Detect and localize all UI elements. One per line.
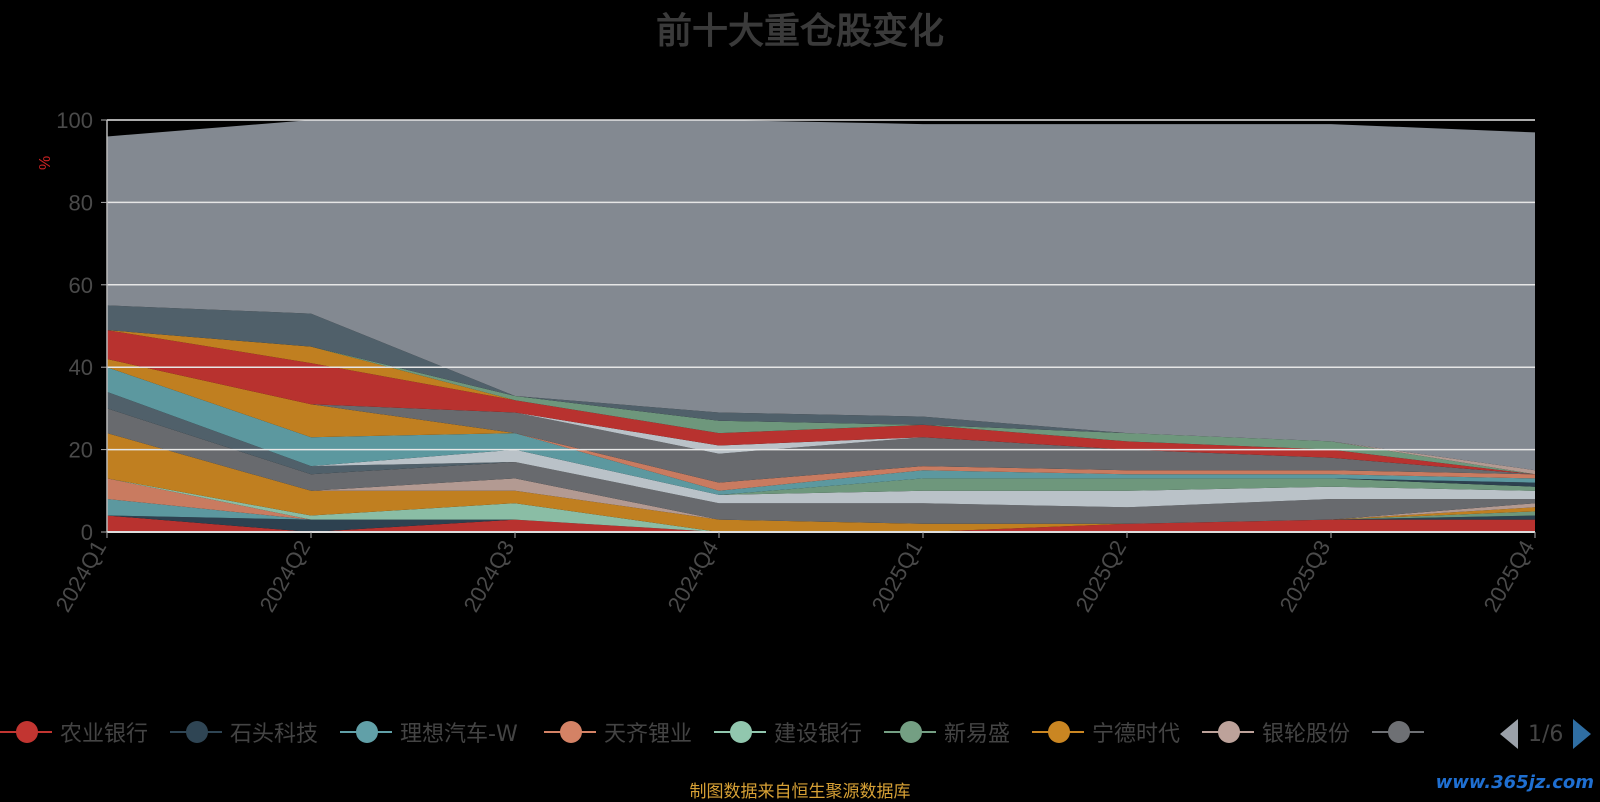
legend-marker xyxy=(714,720,766,744)
legend-item[interactable]: 农业银行 xyxy=(0,712,148,752)
y-tick-label: 100 xyxy=(56,108,93,133)
legend-marker xyxy=(1372,720,1424,744)
legend-marker xyxy=(0,720,52,744)
area-band-18 xyxy=(107,330,1535,475)
x-tick-label: 2025Q1 xyxy=(867,536,928,616)
legend: 农业银行 石头科技 理想汽车-W 天齐锂业 建设银行 新易盛 宁德时代 银轮股份 xyxy=(0,712,1600,752)
legend-item[interactable] xyxy=(1372,712,1432,752)
x-tick-label: 2025Q4 xyxy=(1479,536,1540,616)
area-band-1 xyxy=(107,515,1535,532)
legend-item[interactable]: 石头科技 xyxy=(170,712,318,752)
chart-area: 0 20 40 60 80 100 2024Q1 2024Q2 2024Q3 2024Q4 2025… xyxy=(37,108,1540,616)
y-tick-label: 0 xyxy=(81,520,93,545)
x-tick-label: 2024Q4 xyxy=(663,536,724,616)
legend-label: 银轮股份 xyxy=(1262,722,1351,747)
y-tick-label: 40 xyxy=(69,355,93,380)
legend-next-page-icon[interactable] xyxy=(1573,719,1592,749)
legend-item[interactable]: 新易盛 xyxy=(884,712,1010,752)
legend-item[interactable]: 宁德时代 xyxy=(1032,712,1180,752)
y-axis-label: % xyxy=(37,156,54,170)
legend-label: 新易盛 xyxy=(944,722,1011,747)
area-band-8 xyxy=(107,408,1535,524)
y-tick-label: 20 xyxy=(69,438,93,463)
area-band-11 xyxy=(107,391,1535,495)
x-tick-label: 2024Q2 xyxy=(255,536,316,616)
legend-label: 建设银行 xyxy=(774,722,863,747)
legend-label: 理想汽车-W xyxy=(400,722,518,747)
x-tick-label: 2024Q1 xyxy=(51,536,112,616)
legend-marker xyxy=(1032,720,1084,744)
area-band-7 xyxy=(107,433,1535,524)
area-band-15 xyxy=(107,359,1535,483)
area-band-22 xyxy=(107,305,1535,471)
legend-marker xyxy=(1202,720,1254,744)
area-band-0 xyxy=(107,515,1535,532)
source-note: 制图数据来自恒生聚源数据库 xyxy=(689,782,911,802)
watermark: www.365jz.com xyxy=(1435,772,1594,793)
legend-label: 宁德时代 xyxy=(1092,722,1181,747)
legend-label: 天齐锂业 xyxy=(604,722,693,747)
legend-item[interactable]: 银轮股份 xyxy=(1202,712,1350,752)
x-tick-label: 2025Q3 xyxy=(1275,536,1336,616)
area-band-23 xyxy=(107,120,1535,471)
area-band-20 xyxy=(107,330,1535,475)
chart-title: 前十大重仓股变化 xyxy=(655,11,944,52)
legend-item[interactable]: 建设银行 xyxy=(714,712,862,752)
stacked-areas xyxy=(107,120,1535,532)
legend-marker xyxy=(884,720,936,744)
legend-marker xyxy=(340,720,392,744)
legend-pager: 1/6 xyxy=(1500,716,1592,752)
legend-marker xyxy=(170,720,222,744)
area-band-16 xyxy=(107,359,1535,483)
legend-marker xyxy=(544,720,596,744)
y-tick-label: 60 xyxy=(69,273,93,298)
y-tick-label: 80 xyxy=(69,190,93,215)
legend-item[interactable]: 天齐锂业 xyxy=(544,712,692,752)
area-band-4 xyxy=(107,478,1535,532)
area-band-19 xyxy=(107,330,1535,475)
legend-page-indicator: 1/6 xyxy=(1528,721,1564,747)
legend-label: 农业银行 xyxy=(60,722,149,747)
legend-label: 石头科技 xyxy=(230,722,319,747)
area-band-10 xyxy=(107,391,1535,508)
x-tick-label: 2025Q2 xyxy=(1071,536,1132,616)
x-tick-label: 2024Q3 xyxy=(459,536,520,616)
legend-item[interactable]: 理想汽车-W xyxy=(340,712,518,752)
legend-prev-page-icon[interactable] xyxy=(1500,719,1518,749)
